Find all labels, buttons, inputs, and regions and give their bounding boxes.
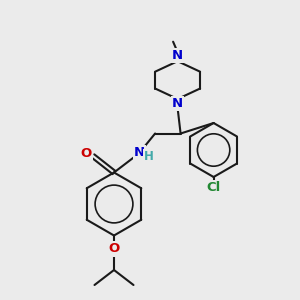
Text: N: N xyxy=(172,97,183,110)
Text: N: N xyxy=(134,146,145,159)
Text: H: H xyxy=(144,149,154,163)
Text: N: N xyxy=(172,49,183,62)
Text: O: O xyxy=(108,242,120,256)
Text: Cl: Cl xyxy=(206,181,221,194)
Text: O: O xyxy=(81,146,92,160)
